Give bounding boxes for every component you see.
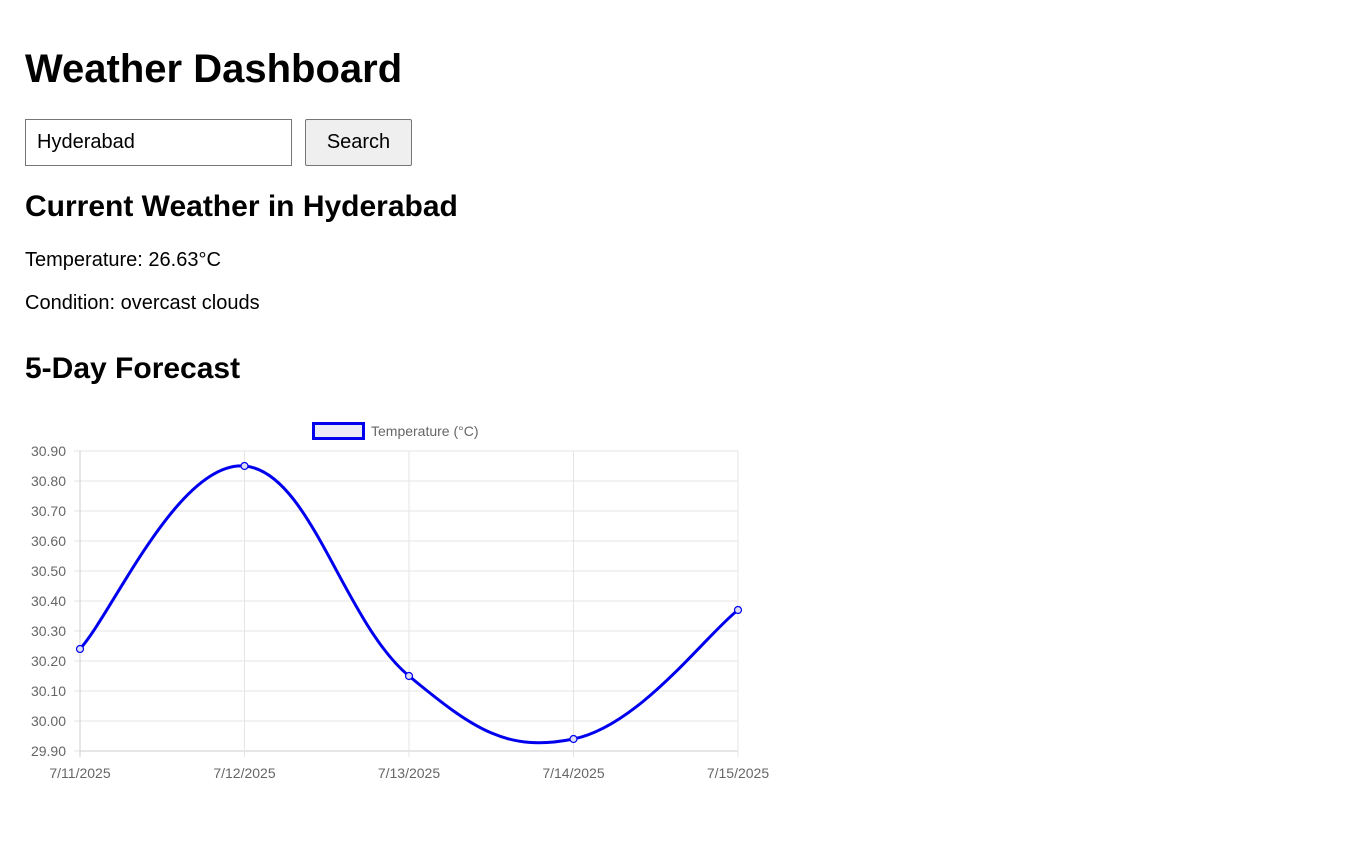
- data-point: [240, 461, 249, 471]
- current-weather-title: Current Weather in Hyderabad: [25, 190, 458, 223]
- temperature-line: Temperature: 26.63°C: [25, 248, 221, 272]
- y-tick-label: 30.00: [31, 713, 66, 729]
- y-tick-label: 29.90: [31, 743, 66, 759]
- data-point: [733, 605, 743, 615]
- forecast-chart: 30.90 30.80 30.70 30.60 30.50 30.40 30.30 30.20…: [31, 422, 769, 781]
- temperature-label: Temperature:: [25, 249, 143, 271]
- condition-label: Condition:: [25, 292, 116, 314]
- y-tick-label: 30.30: [31, 623, 66, 639]
- legend-label: Temperature (°C): [371, 423, 479, 439]
- x-tick-label: 7/11/2025: [49, 765, 110, 781]
- y-tick-label: 30.90: [31, 443, 66, 459]
- y-tick-label: 30.10: [31, 683, 66, 699]
- y-tick-label: 30.20: [31, 653, 66, 669]
- condition-line: Condition: overcast clouds: [25, 291, 260, 315]
- search-button[interactable]: Search: [305, 119, 412, 166]
- condition-value: overcast clouds: [120, 292, 260, 314]
- x-tick-label: 7/14/2025: [542, 765, 604, 781]
- y-tick-label: 30.40: [31, 593, 66, 609]
- city-input[interactable]: [25, 119, 292, 166]
- y-tick-label: 30.70: [31, 503, 66, 519]
- temperature-series-line: [78, 464, 739, 745]
- temperature-value: 26.63°C: [148, 249, 221, 271]
- x-tick-label: 7/13/2025: [378, 765, 440, 781]
- forecast-title: 5-Day Forecast: [25, 352, 241, 385]
- data-point: [569, 734, 578, 744]
- y-tick-label: 30.50: [31, 563, 66, 579]
- x-tick-label: 7/15/2025: [707, 765, 769, 781]
- data-point: [75, 644, 85, 654]
- y-tick-label: 30.60: [31, 533, 66, 549]
- search-bar: Search: [25, 119, 412, 166]
- legend-swatch: [312, 422, 365, 440]
- page-title: Weather Dashboard: [25, 47, 403, 91]
- y-tick-label: 30.80: [31, 473, 66, 489]
- x-tick-label: 7/12/2025: [213, 765, 275, 781]
- data-point: [404, 671, 414, 681]
